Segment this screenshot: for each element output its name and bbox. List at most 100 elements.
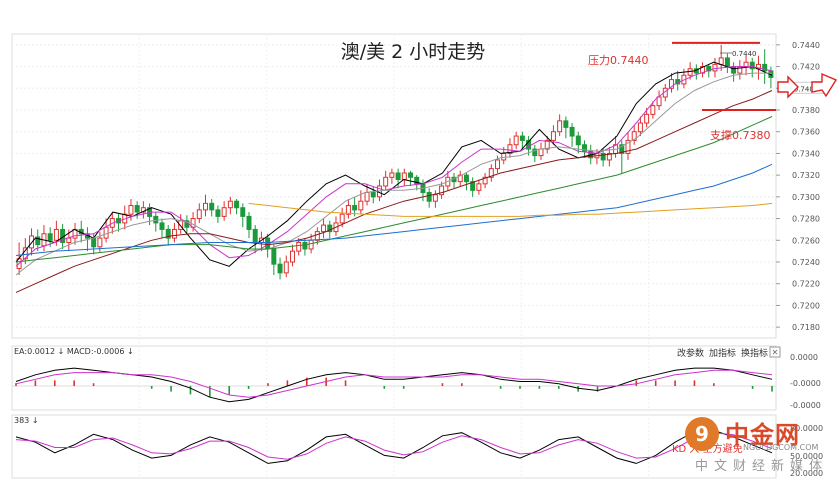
candle-up <box>227 200 233 209</box>
candle-up <box>283 261 289 274</box>
candle-up <box>538 148 544 157</box>
price-tick-label: 0.7380 <box>792 106 820 115</box>
price-tick-label: 0.7320 <box>792 171 820 180</box>
candle-up <box>345 205 351 215</box>
candle-down <box>302 241 308 250</box>
kdj-k-line <box>15 429 773 464</box>
candle-up <box>495 159 501 170</box>
candle-up <box>128 205 134 215</box>
price-tick-label: 0.7340 <box>792 149 820 158</box>
candle-down <box>252 228 258 243</box>
macd-button-1[interactable]: 加指标 <box>709 347 736 359</box>
candle-up <box>718 57 724 65</box>
candle-up <box>501 152 507 161</box>
kdj-tick-label: 80.0000 <box>790 424 823 433</box>
close-icon <box>769 346 781 358</box>
candle-up <box>606 152 612 161</box>
ma-line-0 <box>15 61 773 267</box>
candle-up <box>53 228 59 241</box>
candle-up <box>457 174 463 183</box>
candle-up <box>339 213 345 224</box>
watermark-logo-icon: 9 <box>685 417 719 451</box>
candle-down <box>370 192 376 198</box>
candle-down <box>327 224 333 233</box>
price-tick-label: 0.7280 <box>792 215 820 224</box>
kdj-indicator-label: 383 ↓ <box>14 416 39 425</box>
candle-up <box>668 79 674 89</box>
macd-button-0[interactable]: 改参数 <box>677 347 704 359</box>
candle-down <box>569 126 575 137</box>
candle-down <box>352 205 358 211</box>
candle-up <box>439 185 445 196</box>
chart-title: 澳/美 2 小时走势 <box>341 41 486 63</box>
candle-down <box>749 61 755 70</box>
macd-tick-label: 0.0000 <box>790 353 818 362</box>
candle-up <box>712 63 718 72</box>
candle-up <box>513 135 519 146</box>
ma-line-6 <box>248 202 773 217</box>
macd-tick-label: -0.0000 <box>790 379 821 388</box>
candle-down <box>619 144 625 154</box>
ma-line-1 <box>15 66 773 267</box>
trend-arrow-icon <box>811 72 838 98</box>
ma-line-5 <box>15 163 773 256</box>
candle-down <box>234 200 240 209</box>
macd-tick-label: -0.0000 <box>790 401 821 410</box>
candle-up <box>140 207 146 213</box>
candle-up <box>637 122 643 133</box>
candle-down <box>408 172 414 178</box>
macd-dif-line <box>15 367 773 403</box>
candle-down <box>582 144 587 152</box>
watermark-title: 中金网 <box>725 421 800 449</box>
candle-up <box>507 144 513 154</box>
candle-up <box>488 168 494 178</box>
price-tick-label: 0.7300 <box>792 193 820 202</box>
price-tick-label: 0.7360 <box>792 128 820 137</box>
candle-up <box>644 113 650 124</box>
candle-up <box>743 61 749 68</box>
watermark-logo: 9 中金网 NGOLDGCOM.COM 中文财经新媒体 <box>683 413 833 475</box>
candle-down <box>463 174 469 183</box>
ma-line-3 <box>15 90 773 293</box>
candle-down <box>532 148 538 157</box>
candle-down <box>47 233 53 241</box>
high-price-label: 0.7440 <box>732 50 757 58</box>
candle-down <box>35 236 41 246</box>
candle-up <box>631 131 637 141</box>
candle-up <box>171 228 177 239</box>
candle-up <box>625 139 631 154</box>
candle-up <box>66 237 72 243</box>
candle-up <box>383 176 389 187</box>
candle-up <box>103 226 109 239</box>
candle-down <box>215 209 221 217</box>
price-tick-label: 0.7260 <box>792 236 820 245</box>
candle-up <box>314 231 320 241</box>
candle-up <box>364 192 370 202</box>
candle-up <box>97 237 103 248</box>
candle-up <box>650 105 656 115</box>
candle-down <box>470 181 476 191</box>
candle-down <box>277 263 283 274</box>
candle-up <box>550 131 556 141</box>
candle-down <box>165 228 171 239</box>
candle-up <box>656 96 662 107</box>
candle-down <box>414 176 420 185</box>
last-price-label: 0.7400 <box>794 85 819 93</box>
macd-dea-line <box>15 369 773 398</box>
candle-down <box>575 135 581 146</box>
candle-down <box>724 57 730 68</box>
candle-up <box>476 183 482 191</box>
candle-up <box>289 250 295 263</box>
candle-down <box>209 202 215 211</box>
price-tick-label: 0.7240 <box>792 258 820 267</box>
candle-down <box>600 152 606 161</box>
support-label: 支撑0.7380 <box>710 128 771 142</box>
candle-down <box>731 66 737 74</box>
candle-down <box>526 139 532 150</box>
candle-down <box>519 135 525 141</box>
kdj-tick-label: 20.0000 <box>790 469 823 478</box>
kdj-tick-label: 50.0000 <box>790 452 823 461</box>
macd-button-2[interactable]: 换指标 <box>741 347 768 359</box>
candle-down <box>240 207 246 217</box>
